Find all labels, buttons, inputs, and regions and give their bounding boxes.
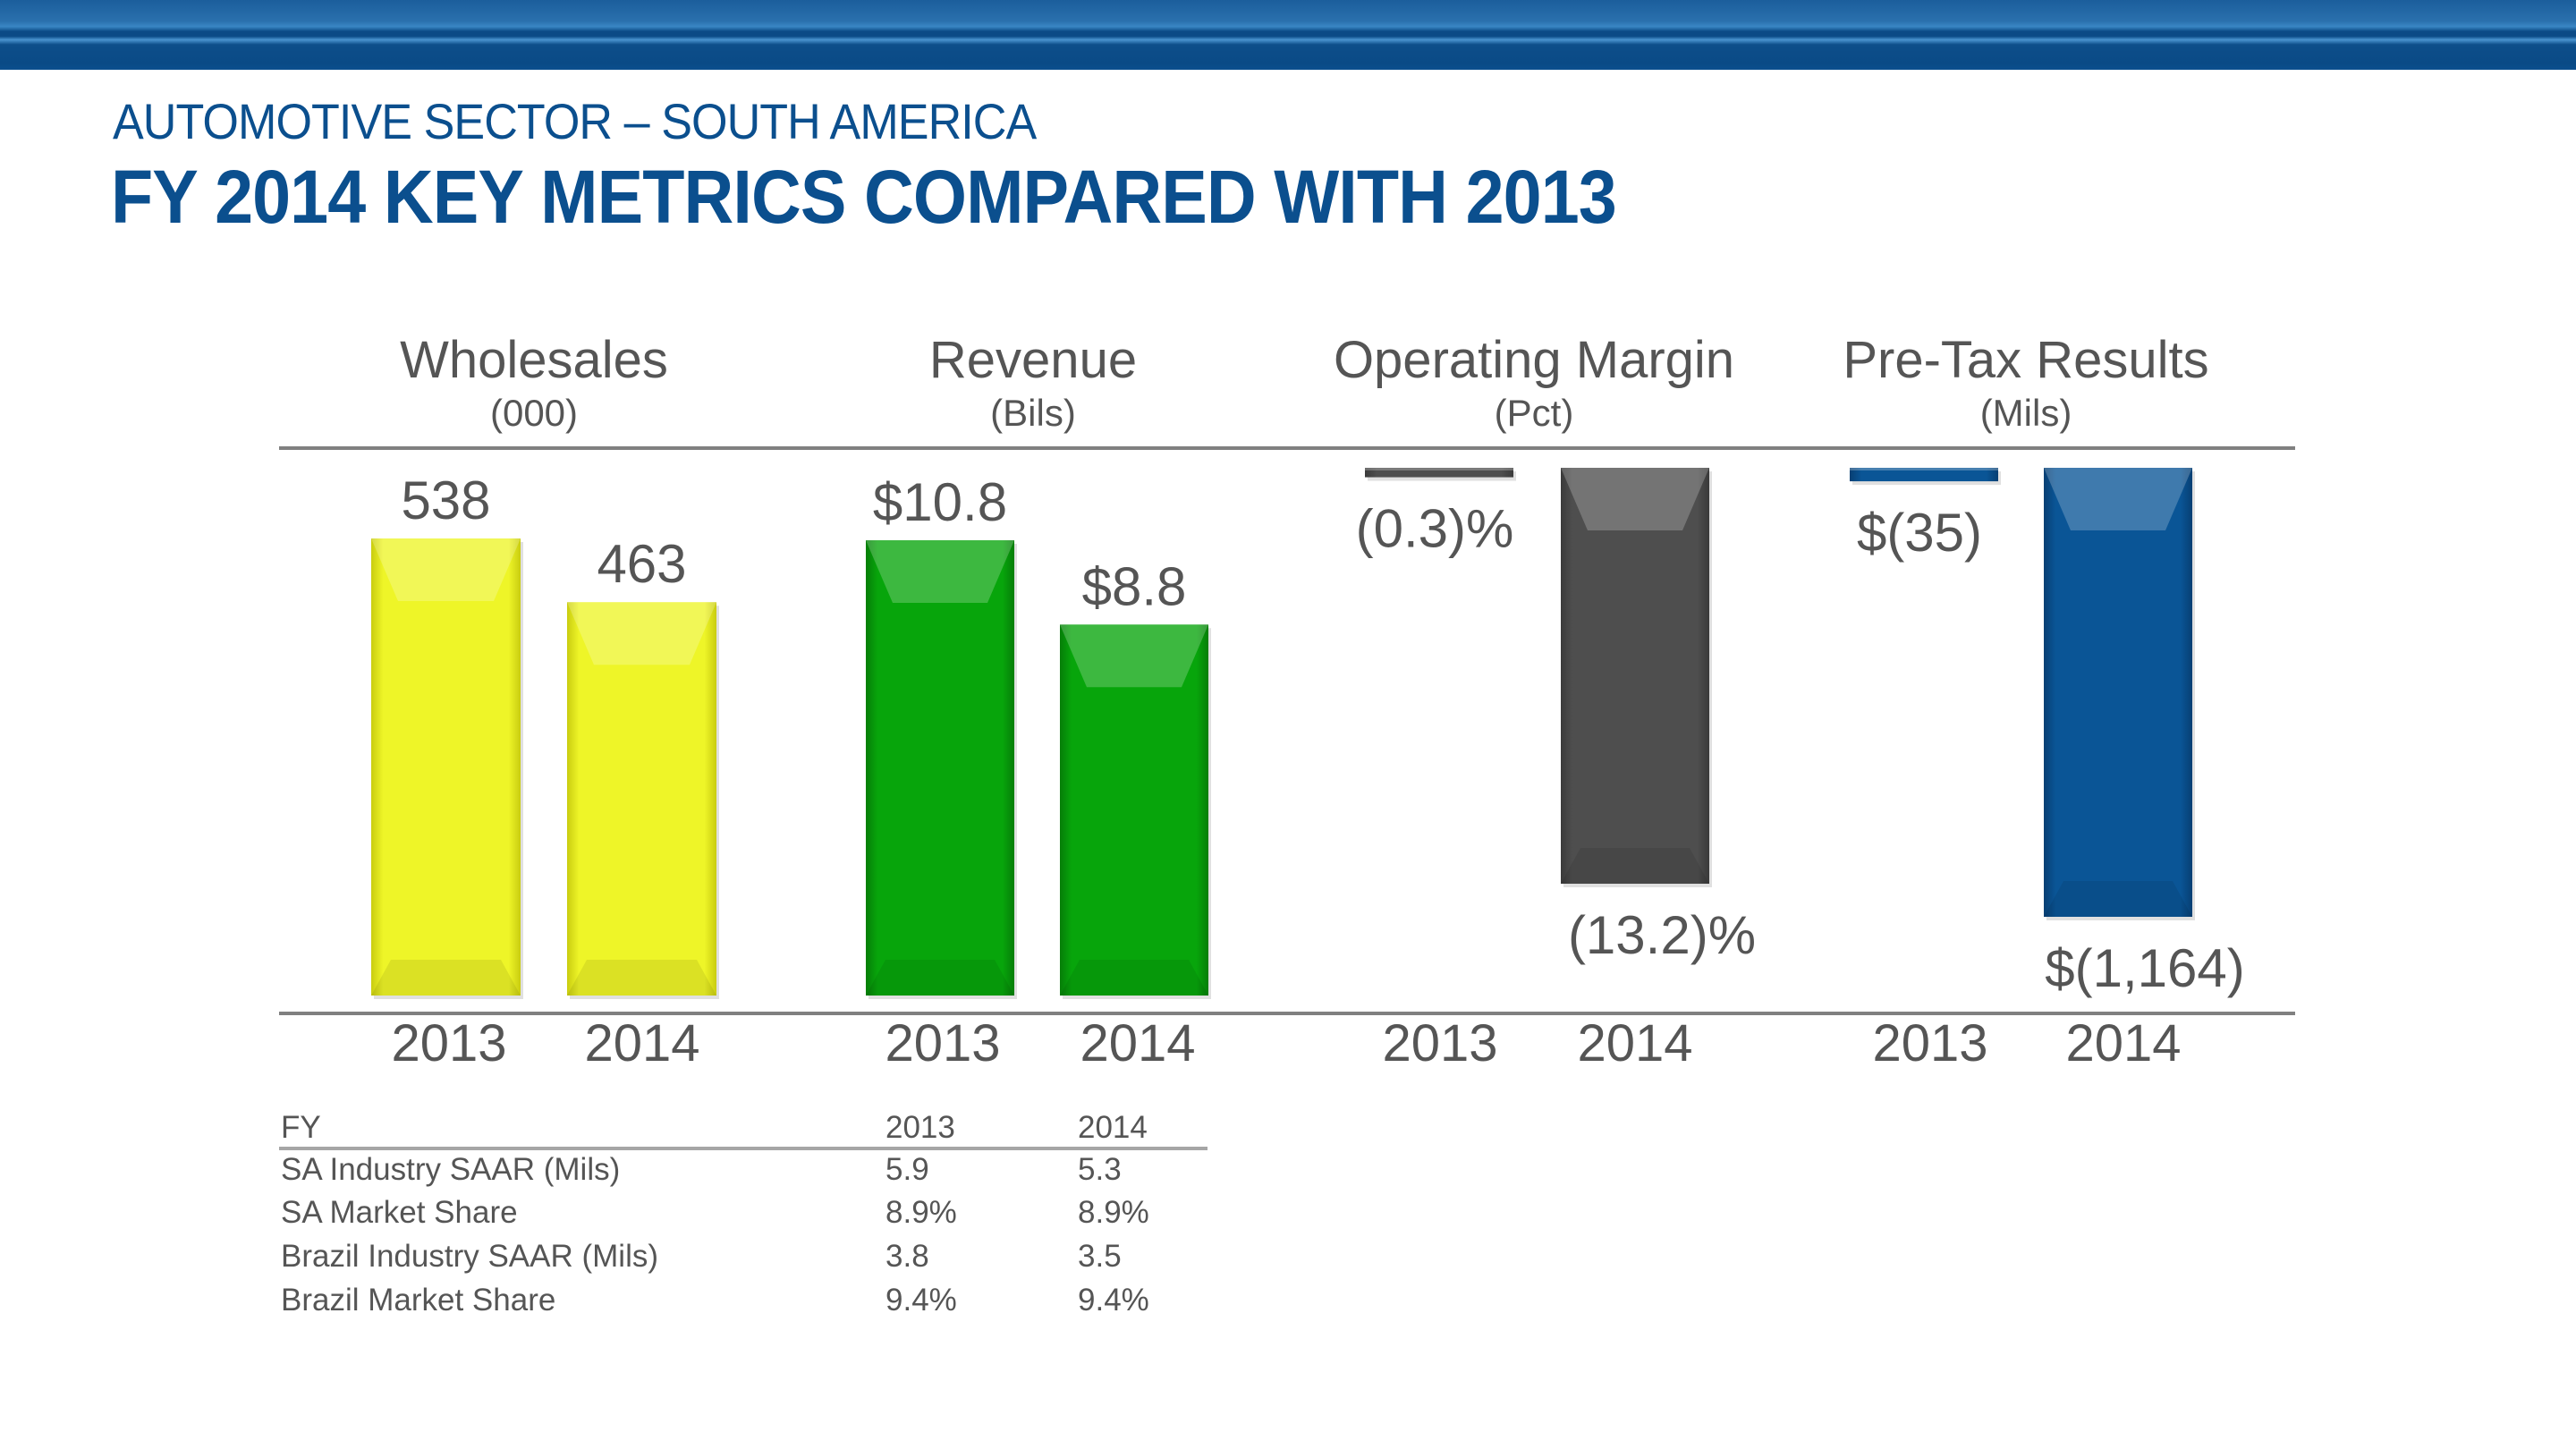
wholesales-2013-label: 2013 [391,1014,507,1072]
bar-bevel-bottom [2044,881,2192,917]
pretax-2013-label: 2013 [1872,1014,1988,1072]
op-margin-value-label-2013: (0.3)% [1356,499,1514,559]
bar-body [866,540,1014,996]
baseline-rule [279,1012,2295,1015]
table-cell-2014: 3.5 [1078,1239,1122,1274]
operating-margin-header: Operating Margin (Pct) [1310,331,1758,436]
bar-bevel-top [1060,624,1208,688]
operating-margin-title: Operating Margin [1333,331,1735,389]
pretax-header: Pre-Tax Results (Mils) [1802,331,2250,436]
op-margin-bar-2014 [1561,468,1712,887]
pretax-bar-2014 [2044,468,2195,920]
wholesales-bar-2014 [567,602,719,999]
pretax-2014-label: 2014 [2065,1014,2182,1072]
table-cell-2013: 9.4% [886,1283,957,1318]
table-cell-label: SA Market Share [281,1195,518,1230]
pretax-bar-2013 [1850,468,2001,486]
table-cell-2014: 9.4% [1078,1283,1149,1318]
bar-body [371,538,521,996]
pretax-title: Pre-Tax Results [1843,331,2209,389]
bar-bevel-top [866,540,1014,603]
bar-bevel-top [1850,468,1998,470]
slide-title: FY 2014 KEY METRICS COMPARED WITH 2013 [111,155,1617,239]
bar-bevel-bottom [371,960,521,996]
table-cell-label: Brazil Industry SAAR (Mils) [281,1239,659,1274]
bar-bevel-bottom [567,960,716,996]
op-margin-value-label-2014: (13.2)% [1568,905,1756,965]
bar-bevel-top [2044,468,2192,530]
bar-body [1561,468,1709,884]
table-cell-2013: 3.8 [886,1239,929,1274]
pretax-value-label-2014: $(1,164) [2045,938,2244,998]
bar-bevel-top [371,538,521,601]
revenue-header: Revenue (Bils) [899,331,1167,436]
op-margin-2014-label: 2014 [1577,1014,1693,1072]
bar-body [1060,624,1208,996]
revenue-title: Revenue [928,331,1138,389]
revenue-2014-label: 2014 [1080,1014,1196,1072]
wholesales-bar-2013 [371,538,523,999]
bar-bevel-top [567,602,716,665]
table-cell-label: SA Industry SAAR (Mils) [281,1152,621,1187]
revenue-2013-label: 2013 [885,1014,1001,1072]
top-rule [279,446,2295,450]
bar-bevel-bottom [1561,848,1709,884]
operating-margin-unit: (Pct) [1494,392,1574,434]
table-divider [279,1147,1208,1150]
wholesales-value-label-2014: 463 [597,534,686,594]
bar-body [2044,468,2192,917]
wholesales-title: Wholesales [400,331,668,389]
wholesales-2014-label: 2014 [584,1014,700,1072]
wholesales-header: Wholesales (000) [400,331,668,436]
slide-subtitle: AUTOMOTIVE SECTOR – SOUTH AMERICA [113,93,1037,149]
pretax-unit: (Mils) [1979,392,2072,434]
revenue-bar-2013 [866,540,1017,999]
bar-body [1850,468,1998,482]
table-cell-2014: 5.3 [1078,1152,1122,1187]
table-cell-2013: 8.9% [886,1195,957,1230]
bar-bevel-bottom [866,960,1014,996]
table-cell-2014: 8.9% [1078,1195,1149,1230]
op-margin-2013-label: 2013 [1382,1014,1498,1072]
revenue-bar-2014 [1060,624,1211,999]
op-margin-bar-2013 [1365,468,1516,481]
wholesales-value-label-2013: 538 [401,470,490,530]
revenue-value-label-2013: $10.8 [873,472,1007,532]
bar-bevel-bottom [1060,960,1208,996]
table-cell-label: Brazil Market Share [281,1283,556,1318]
bar-body [1365,468,1513,478]
bar-body [567,602,716,996]
bar-bevel-top [1561,468,1709,530]
table-cell-2013: 5.9 [886,1152,929,1187]
pretax-value-label-2013: $(35) [1857,503,1982,563]
bar-bevel-top [1365,468,1513,470]
wholesales-unit: (000) [489,392,579,434]
revenue-unit: (Bils) [990,392,1076,434]
revenue-value-label-2014: $8.8 [1082,556,1187,616]
header-band [0,0,2576,70]
table-header-fy: FY [281,1110,321,1145]
table-header-2014: 2014 [1078,1110,1148,1145]
table-header-2013: 2013 [886,1110,955,1145]
